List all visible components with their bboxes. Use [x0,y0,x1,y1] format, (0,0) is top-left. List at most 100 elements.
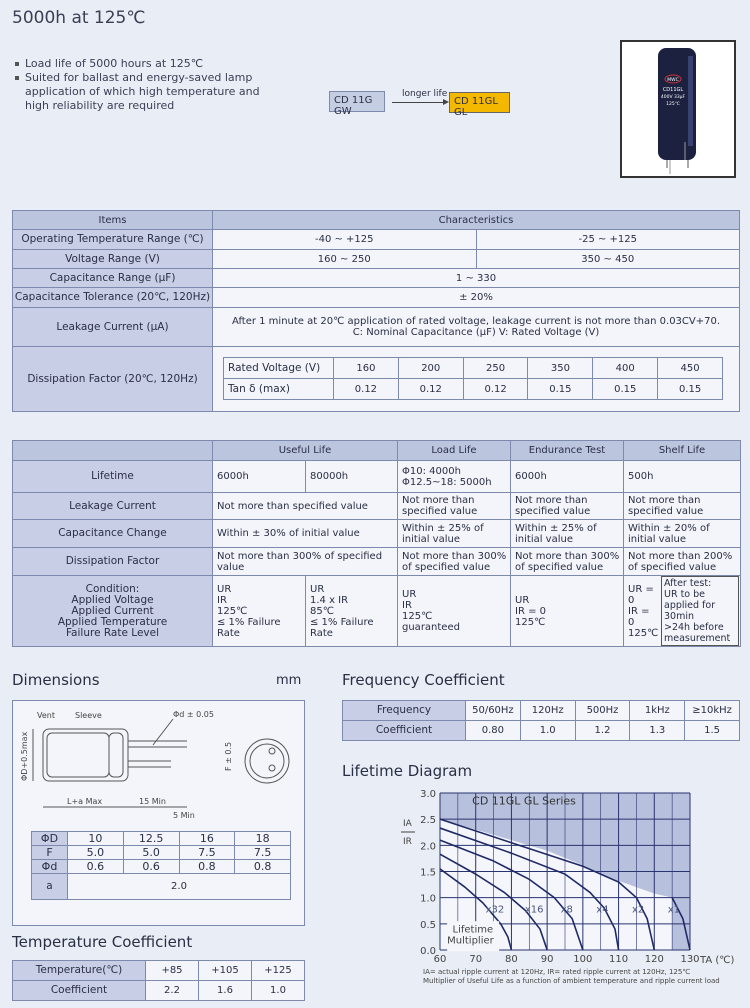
column-header: Characteristics [212,210,740,230]
cell: 0.12 [397,378,464,400]
row-label: F [31,845,68,860]
x-tick-label: 60 [434,954,447,965]
cell: After 1 minute at 20℃ application of rat… [212,307,740,347]
x-tick-label: 80 [505,954,518,965]
row-label: Lifetime [12,460,213,493]
row-label: Leakage Current (μA) [12,307,213,347]
row-label: Dissipation Factor (20℃, 120Hz) [12,346,213,412]
sleeve-label: Sleeve [75,711,102,720]
table-row: Capacitance Tolerance (20℃, 120Hz) ± 20% [12,287,740,308]
y-axis-label-numerator: IA [403,819,413,829]
cell: 1.0 [251,980,305,1001]
series-label: x16 [525,904,544,915]
temperature-coefficient-title: Temperature Coefficient [12,933,193,951]
cell: Φ10: 4000h Φ12.5~18: 5000h [397,460,511,493]
shelf-note: After test: UR to be applied for 30min >… [661,576,739,646]
cell: 1.3 [629,720,686,741]
series-to-badge: CD 11GL GL [449,92,510,118]
row-label: Φd [31,859,68,874]
x-tick-label: 110 [609,954,628,965]
table-row: Condition: Applied Voltage Applied Curre… [12,575,741,647]
feature-item: Load life of 5000 hours at 125℃ [15,57,280,71]
cell: Rated Voltage (V) 160 200 250 350 400 450 Tan … [212,346,740,412]
table-row: Capacitance Range (μF) 1 ~ 330 [12,268,740,288]
cell: +105 [198,960,252,981]
cell: 350 [527,357,594,379]
product-print-brand: MWC [667,77,678,83]
cell-content: UR = 0 IR = 0 125℃ After test: UR to be a… [628,576,740,646]
chart-note: Multiplier of Useful Life as a function … [423,977,720,985]
column-header: Shelf Life [623,440,741,461]
cell: 1 ~ 330 [212,268,740,288]
product-photo: MWC CD11GL 400V 33μF 125℃ [620,40,736,178]
column-header: Endurance Test [510,440,624,461]
chart-note: IA= actual ripple current at 120Hz, IR= … [423,968,690,976]
table-row: Dissipation Factor Not more than 300% of … [12,547,741,576]
cell: UR 1.4 x IR 85℃ ≤ 1% Failure Rate [305,575,398,647]
chart-title: CD 11GL GL Series [472,795,576,808]
shaded-region [440,793,690,950]
product-print-model: CD11GL [663,87,684,93]
row-label: Dissipation Factor [12,547,213,576]
cell: 2.2 [145,980,199,1001]
cell: 5.0 [67,845,124,860]
table-row: Leakage Current (μA) After 1 minute at 20… [12,307,740,347]
table-row: Capacitance Change Within ± 30% of initia… [12,519,741,548]
row-label: Capacitance Change [12,519,213,548]
lead-diameter-label: Φd ± 0.05 [173,710,214,719]
specifications-table: Items Characteristics Operating Temperatu… [12,210,740,412]
cell: 200 [397,357,464,379]
cell: Not more than 300% of specified value [212,547,398,576]
product-print-temperature: 125℃ [666,101,680,107]
cell-text: UR = 0 IR = 0 125℃ [628,583,659,639]
series-from-badge: CD 11G GW [329,91,385,117]
row-label: Temperature(℃) [12,960,146,981]
table-row: F 5.0 5.0 7.5 7.5 [31,845,291,860]
vent-label: Vent [37,711,55,720]
cell: 7.5 [234,845,291,860]
row-label: a [31,873,68,900]
cell: Not more than 300% of specified value [397,547,511,576]
length-label: L+a Max [67,797,102,806]
y-tick-label: 1.0 [420,894,436,905]
table-row: Lifetime 6000h 80000h Φ10: 4000h Φ12.5~18: … [12,460,741,493]
cell: 1.2 [574,720,631,741]
cell: UR IR = 0 125℃ [510,575,624,647]
y-tick-label: 0.0 [420,946,436,957]
cell: 0.6 [67,859,124,874]
arrow-label: longer life [402,89,448,99]
curve-x2 [439,818,656,951]
series-label: x4 [596,904,608,915]
frequency-coefficient-title: Frequency Coefficient [342,671,505,689]
series-label: x2 [632,904,644,915]
cell: 80000h [305,460,398,493]
cell: 350 ~ 450 [475,249,740,269]
table-row: Voltage Range (V) 160 ~ 250 350 ~ 450 [12,249,740,269]
annotation-bg [447,921,500,952]
y-axis-label-denominator: IR [403,837,412,847]
cell: 6000h [510,460,624,493]
arrow-head-icon [443,99,449,105]
cell: 120Hz [519,700,576,721]
page-title: 5000h at 125℃ [12,8,146,28]
cell: UR IR 125℃ guaranteed [397,575,511,647]
row-label: Tan δ (max) [223,378,334,400]
column-header: Load Life [397,440,511,461]
curve-x1 [671,897,691,951]
cell: 0.12 [462,378,529,400]
row-label: Coefficient [342,720,466,741]
cell: Not more than specified value [510,492,624,520]
cell-text: After 1 minute at 20℃ application of rat… [231,316,721,327]
arrow-icon [392,102,446,103]
row-label: Capacitance Range (μF) [12,268,213,288]
capacitor-image: MWC CD11GL 400V 33μF 125℃ [658,48,696,174]
cell: Within ± 25% of initial value [397,519,511,548]
lead-length-label: 15 Min [139,797,166,806]
unit-label: mm [276,673,302,688]
cell: Not more than specified value [623,492,741,520]
cell: Not more than specified value [397,492,511,520]
column-header: Items [12,210,213,230]
table-row: Φd 0.6 0.6 0.8 0.8 [31,859,291,874]
x-tick-label: 130 [680,954,699,965]
cell: 0.15 [657,378,723,400]
